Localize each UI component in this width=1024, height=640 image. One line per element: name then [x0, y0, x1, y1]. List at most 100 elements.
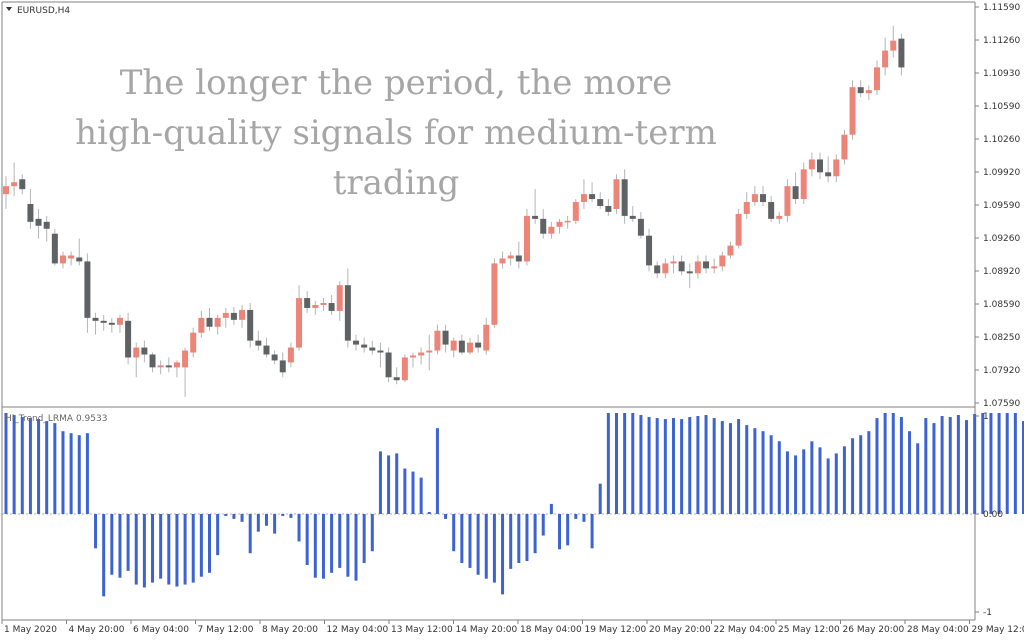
bear-candle — [271, 354, 278, 361]
time-axis: 1 May 2020 4 May 20:00 6 May 04:00 7 May 12… — [1, 620, 1024, 635]
histogram-bar — [965, 420, 969, 514]
time-tick-label: 28 May 04:00 — [907, 625, 969, 635]
histogram-bar — [867, 431, 871, 514]
bull-candle — [711, 266, 718, 269]
histogram-bar — [183, 514, 187, 585]
bear-candle — [230, 312, 237, 320]
bear-candle — [532, 215, 539, 219]
histogram-bar — [492, 514, 496, 583]
histogram-bar — [118, 514, 122, 578]
histogram-bar — [826, 458, 830, 514]
histogram-bar — [728, 423, 732, 514]
bear-candle — [686, 271, 693, 274]
indicator-tick-label: -1 — [983, 608, 992, 618]
bear-candle — [654, 265, 661, 274]
overlay-line-1: The longer the period, the more — [120, 63, 673, 103]
histogram-bar — [175, 514, 179, 587]
bear-candle — [165, 365, 172, 368]
histogram-bar — [378, 451, 382, 514]
histogram-bar — [460, 514, 464, 563]
histogram-bar — [313, 514, 317, 578]
bull-candle — [3, 186, 9, 195]
histogram-bar — [102, 514, 106, 597]
histogram-bar — [615, 413, 618, 514]
bull-candle — [11, 182, 18, 187]
histogram-bar — [61, 431, 65, 514]
histogram-bar — [354, 514, 358, 581]
time-tick-label: 12 May 04:00 — [327, 625, 389, 635]
bull-candle — [401, 357, 408, 381]
bull-candle — [572, 202, 579, 221]
bear-candle — [605, 205, 612, 212]
histogram-bar — [525, 514, 529, 562]
bear-candle — [141, 347, 148, 355]
bull-candle — [833, 159, 840, 177]
bull-candle — [173, 362, 180, 368]
histogram-bar — [199, 514, 203, 577]
histogram-bar — [69, 433, 73, 514]
histogram-bar — [940, 416, 944, 514]
overlay-line-3: trading — [333, 163, 460, 203]
histogram-bar — [216, 514, 220, 556]
bull-candle — [434, 330, 441, 351]
bull-candle — [882, 50, 889, 68]
bull-candle — [287, 347, 294, 363]
indicator-pane: 1 0.00 -1 Hi_Trend_LRMA 0.9533 — [1, 407, 1024, 621]
symbol-dropdown-icon[interactable] — [6, 7, 12, 11]
histogram-bar — [582, 514, 586, 522]
price-tick-label: 1.09920 — [983, 168, 1020, 178]
bear-candle — [328, 303, 335, 311]
bull-candle — [613, 179, 620, 209]
histogram-bar — [875, 418, 879, 514]
histogram-bar — [232, 514, 236, 519]
bull-candle — [841, 134, 848, 160]
histogram-bar — [468, 514, 472, 568]
bear-candle — [263, 345, 270, 355]
price-tick-label: 1.10590 — [983, 102, 1020, 112]
bull-candle — [751, 194, 758, 203]
bull-candle — [320, 303, 327, 305]
histogram-bar — [720, 421, 724, 514]
histogram-bar — [387, 455, 391, 514]
bull-candle — [849, 87, 856, 135]
bear-candle — [825, 172, 832, 177]
bull-candle — [312, 304, 319, 308]
histogram-bar — [598, 483, 602, 514]
bear-candle — [621, 179, 628, 216]
histogram-bar — [688, 417, 692, 514]
histogram-bar — [631, 413, 635, 514]
time-tick-label: 20 May 20:00 — [649, 625, 711, 635]
histogram-bar — [126, 514, 130, 571]
histogram-bar — [989, 413, 993, 514]
histogram-bar — [476, 514, 480, 575]
bear-candle — [353, 340, 360, 345]
bull-candle — [133, 347, 140, 358]
histogram-bar — [810, 441, 814, 514]
histogram-bar — [842, 446, 846, 514]
bull-candle — [198, 317, 205, 333]
histogram-bar — [12, 415, 16, 514]
time-tick-label: 22 May 04:00 — [714, 625, 776, 635]
histogram-bar — [997, 413, 1001, 514]
bull-candle — [808, 159, 815, 170]
time-tick-label: 19 May 12:00 — [585, 625, 647, 635]
bear-candle — [43, 221, 50, 229]
price-axis: 1.11590 1.11260 1.10930 1.10590 1.10260 1.099… — [975, 3, 1020, 409]
histogram-bar — [411, 471, 415, 514]
candle-bodies — [3, 38, 905, 381]
bull-candle — [743, 202, 750, 214]
histogram-bar — [566, 514, 570, 546]
bull-candle — [59, 255, 66, 264]
bear-candle — [125, 320, 132, 358]
histogram-bar — [558, 514, 562, 550]
bear-candle — [540, 218, 547, 234]
time-tick-label: 4 May 20:00 — [69, 625, 125, 635]
bear-candle — [108, 322, 115, 325]
indicator-axis: 1 0.00 -1 — [975, 412, 1003, 618]
bear-candle — [255, 340, 262, 346]
histogram-bar — [973, 414, 977, 514]
histogram-bar — [501, 514, 505, 595]
histogram-bar — [737, 419, 741, 514]
histogram-bar — [256, 514, 260, 532]
